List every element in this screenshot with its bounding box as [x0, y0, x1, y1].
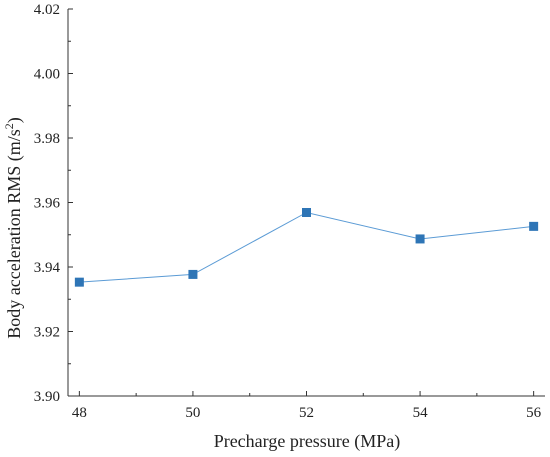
y-tick-label: 3.98 [34, 131, 60, 147]
data-point [74, 277, 84, 287]
x-tick-label: 50 [185, 405, 200, 421]
y-ticks: 3.90 3.92 3.94 3.96 3.98 4.00 4.02 [34, 2, 73, 405]
y-tick-label: 3.90 [34, 389, 60, 405]
x-tick-label: 56 [526, 405, 542, 421]
y-tick-label: 3.94 [34, 260, 61, 276]
y-axis-title-sup: 2 [2, 123, 16, 129]
data-point [302, 207, 311, 217]
y-axis-title: Body acceleration RMS (m/s2) [2, 117, 25, 338]
data-point [188, 269, 198, 279]
x-axis-title: Precharge pressure (MPa) [214, 431, 401, 452]
x-ticks: 48 50 52 54 56 [72, 391, 542, 421]
series-line [79, 211, 534, 283]
y-axis-title-main: Body acceleration RMS (m/s [4, 129, 25, 338]
x-tick-label: 48 [72, 405, 87, 421]
x-tick-label: 52 [299, 405, 314, 421]
data-point [529, 221, 539, 231]
y-tick-label: 3.96 [34, 196, 61, 212]
axes [67, 9, 545, 397]
y-tick-label: 4.02 [34, 2, 60, 18]
x-tick-label: 54 [413, 405, 429, 421]
y-tick-label: 4.00 [34, 67, 60, 83]
y-tick-label: 3.92 [34, 325, 60, 341]
plot-area [74, 207, 539, 287]
data-point [415, 234, 425, 244]
y-axis-title-end: ) [4, 117, 25, 123]
